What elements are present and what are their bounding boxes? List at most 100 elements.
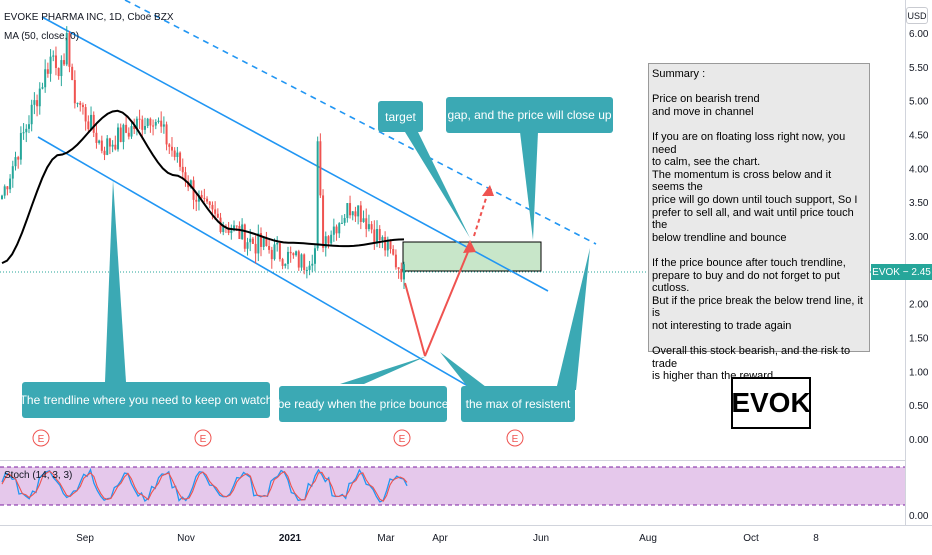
candle-body: [176, 152, 179, 157]
stoch-band: [0, 467, 905, 505]
candle-body: [130, 126, 133, 137]
candle-body: [181, 166, 184, 173]
candle-body: [284, 263, 287, 266]
callout-target[interactable]: target: [378, 101, 423, 132]
price-tick-label: 5.00: [909, 97, 929, 108]
stoch-axis-label: 0.00: [909, 511, 929, 522]
candle-body: [400, 268, 403, 280]
candle-body: [349, 203, 352, 216]
stoch-legend[interactable]: Stoch (14, 3, 3): [4, 470, 73, 481]
channel-upper-line[interactable]: [41, 16, 549, 292]
candle-body: [95, 132, 98, 143]
candle-body: [152, 125, 155, 127]
ma50-line[interactable]: [1, 109, 405, 265]
candle-body: [87, 121, 90, 130]
candle-body: [365, 218, 368, 230]
earnings-marker[interactable]: E: [194, 429, 212, 447]
candle-body: [65, 33, 68, 65]
price-tick-label: 0.00: [909, 435, 929, 446]
candle-body: [154, 122, 157, 126]
callout-max-resist[interactable]: the max of resistent: [461, 386, 575, 422]
candle-body: [265, 238, 268, 247]
candle-body: [149, 118, 152, 126]
candle-body: [281, 259, 284, 266]
candle-body: [46, 69, 49, 74]
max-resistance-line[interactable]: [124, 0, 597, 245]
candle-body: [359, 205, 362, 222]
candle-body: [254, 243, 257, 254]
candle-body: [327, 236, 330, 244]
candle-body: [403, 264, 405, 280]
candle-body: [100, 140, 103, 151]
candle-body: [146, 118, 149, 126]
pointer-gap: [520, 132, 538, 240]
candle-body: [370, 224, 373, 230]
arrow-up-head: [463, 240, 476, 253]
candle-body: [322, 195, 325, 248]
candle-body: [206, 198, 209, 202]
candle-body: [165, 124, 168, 145]
candle-body: [44, 69, 47, 88]
ma-legend[interactable]: MA (50, close, 0): [4, 31, 80, 42]
candle-body: [346, 203, 349, 219]
candle-body: [36, 100, 39, 107]
earnings-marker[interactable]: E: [393, 429, 411, 447]
arrow-down-leg: [404, 282, 426, 357]
candle-body: [189, 180, 192, 188]
candle-body: [203, 197, 206, 199]
candle-body: [17, 157, 20, 160]
arrow-dashed-head: [482, 185, 494, 196]
candle-body: [276, 243, 279, 245]
pointer-target: [405, 132, 470, 238]
price-tick-label: 5.50: [909, 63, 929, 74]
candle-body: [381, 237, 384, 241]
candle-body: [251, 238, 254, 244]
currency-badge[interactable]: USD: [906, 7, 928, 24]
time-tick-label: Mar: [377, 533, 395, 544]
candle-body: [211, 204, 214, 210]
candle-body: [303, 254, 306, 271]
time-axis[interactable]: Sep Nov 2021 Mar Apr Jun Aug Oct 8: [76, 533, 819, 544]
earnings-marker[interactable]: E: [32, 429, 50, 447]
earnings-marker[interactable]: E: [506, 429, 524, 447]
svg-text:E: E: [200, 434, 207, 445]
price-tick-label: 0.50: [909, 401, 929, 412]
gap-zone[interactable]: [402, 241, 542, 272]
candle-body: [262, 238, 265, 247]
candle-body: [127, 132, 130, 137]
callout-trendline[interactable]: The trendline where you need to keep on …: [20, 382, 272, 418]
candle-body: [216, 213, 219, 218]
summary-note[interactable]: Summary : Price on bearish trend and mov…: [648, 63, 870, 382]
price-axis[interactable]: 6.005.505.004.504.003.503.002.502.001.50…: [909, 29, 929, 446]
candle-body: [111, 144, 114, 147]
candle-body: [394, 254, 397, 268]
candle-body: [354, 211, 357, 217]
candle-body: [52, 55, 55, 57]
candle-body: [3, 186, 6, 196]
candle-body: [367, 224, 370, 230]
candle-body: [125, 124, 128, 133]
price-tick-label: 1.50: [909, 334, 929, 345]
candle-body: [106, 138, 109, 155]
candle-body: [222, 226, 225, 233]
candle-body: [343, 218, 346, 223]
candle-body: [241, 224, 244, 239]
candle-body: [319, 141, 322, 196]
candle-body: [376, 228, 379, 243]
time-tick-label: Sep: [76, 533, 94, 544]
candle-body: [6, 186, 9, 190]
callout-gap[interactable]: gap, and the price will close up: [446, 97, 613, 133]
time-tick-label: Jun: [533, 533, 549, 544]
time-tick-label: Nov: [177, 533, 195, 544]
earnings-markers: E E E E: [32, 429, 524, 447]
candle-body: [227, 227, 230, 233]
channel-lower-line[interactable]: [37, 136, 481, 394]
candle-body: [60, 60, 63, 77]
candle-body: [335, 226, 338, 234]
candle-body: [378, 228, 381, 241]
callout-bounce[interactable]: be ready when the price bounce: [278, 386, 448, 422]
candle-body: [90, 114, 93, 130]
candle-body: [249, 238, 252, 243]
candle-body: [324, 236, 327, 248]
